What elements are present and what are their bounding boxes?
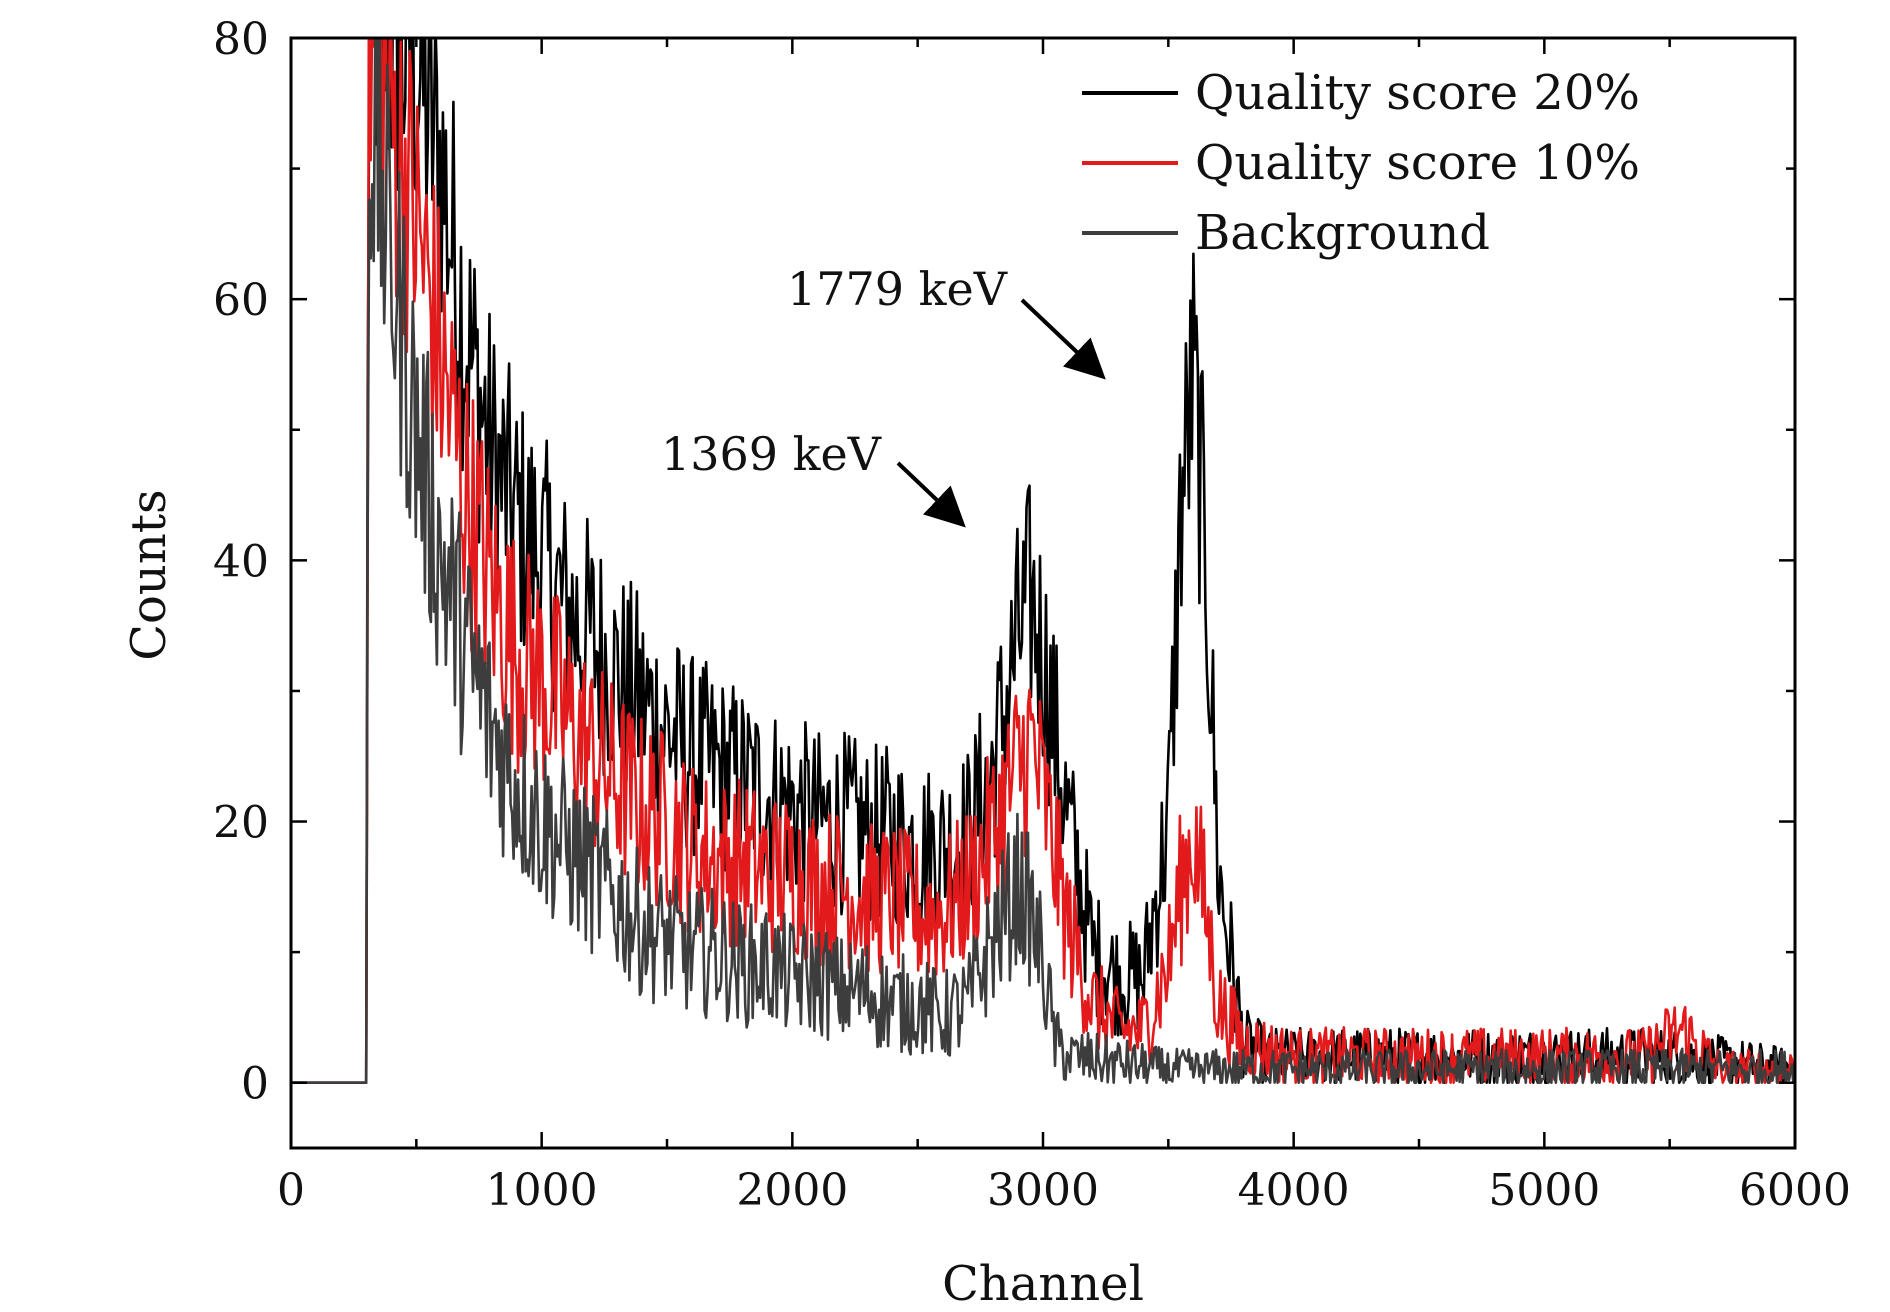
x-axis-title: Channel bbox=[942, 1256, 1144, 1312]
peak-annotation-label: 1779 keV bbox=[787, 262, 1008, 316]
x-tick-label: 5000 bbox=[1488, 1165, 1600, 1216]
x-tick-label: 3000 bbox=[987, 1165, 1099, 1216]
legend: Quality score 20% Quality score 10% Backgr… bbox=[1082, 65, 1640, 261]
x-tick-label: 4000 bbox=[1238, 1165, 1350, 1216]
y-tick-label: 40 bbox=[213, 536, 269, 587]
series-line-quality-score-10 bbox=[291, 38, 1795, 1084]
ticks-layer bbox=[289, 36, 1797, 1148]
peak-annotation-arrow bbox=[896, 461, 966, 528]
series-layer bbox=[291, 38, 1795, 1084]
x-tick-label: 0 bbox=[277, 1165, 305, 1216]
y-tick-label: 20 bbox=[213, 798, 269, 849]
y-tick-label: 80 bbox=[213, 14, 269, 65]
series-line-background bbox=[291, 38, 1795, 1084]
legend-label-quality-score-20: Quality score 20% bbox=[1195, 65, 1640, 121]
tick-labels-layer: 0 1000 2000 3000 4000 5000 6000 0 20 40 60 80 bbox=[213, 14, 1851, 1216]
x-tick-label: 1000 bbox=[486, 1165, 598, 1216]
y-tick-label: 0 bbox=[241, 1059, 269, 1110]
peak-annotation-arrow bbox=[1020, 298, 1106, 380]
y-tick-label: 60 bbox=[213, 275, 269, 326]
x-tick-label: 6000 bbox=[1739, 1165, 1851, 1216]
x-tick-label: 2000 bbox=[736, 1165, 848, 1216]
y-axis-title: Counts bbox=[121, 489, 177, 660]
legend-label-quality-score-10: Quality score 10% bbox=[1195, 135, 1640, 191]
peak-annotation-label: 1369 keV bbox=[661, 427, 882, 481]
legend-label-background: Background bbox=[1195, 205, 1490, 261]
annotations-layer: 1779 keV 1369 keV bbox=[661, 262, 1106, 528]
